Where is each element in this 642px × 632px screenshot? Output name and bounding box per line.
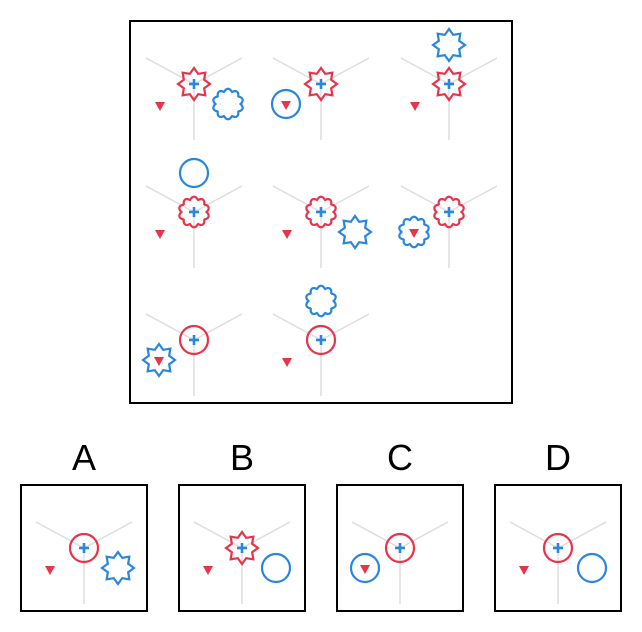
guide-line <box>193 521 243 549</box>
option-b-canvas <box>193 521 292 604</box>
guide-line <box>272 185 322 213</box>
guide-line <box>83 521 133 549</box>
guide-line <box>272 57 322 85</box>
puzzle-grid-canvas <box>141 27 498 396</box>
red-triangle-icon <box>154 357 164 366</box>
option-b[interactable] <box>178 484 306 612</box>
blue-star8-shape <box>100 550 136 586</box>
blue-star8-shape <box>141 342 177 378</box>
puzzle-cell-4 <box>145 157 243 268</box>
guide-line <box>320 57 370 85</box>
guide-line <box>193 185 243 213</box>
blue-circle-shape <box>270 88 302 120</box>
red-flower-shape <box>305 195 337 229</box>
red-triangle-icon <box>155 102 165 111</box>
guide-line <box>448 185 498 213</box>
puzzle-cell-5 <box>272 185 373 268</box>
red-flower-shape <box>433 195 465 229</box>
option-d-figure <box>509 521 608 604</box>
guide-line <box>351 521 401 549</box>
option-c[interactable] <box>336 484 464 612</box>
red-triangle-icon <box>282 230 292 239</box>
puzzle-cell-7 <box>141 313 243 396</box>
blue-flower-shape <box>212 87 244 121</box>
guide-line <box>272 313 322 341</box>
guide-line <box>320 185 370 213</box>
blue-circle-shape <box>349 552 381 584</box>
red-circle-shape <box>384 532 416 564</box>
red-circle-shape <box>68 532 100 564</box>
blue-star8-shape <box>431 27 467 63</box>
red-circle-shape <box>178 324 210 356</box>
option-b-figure <box>193 521 292 604</box>
option-b-label: B <box>229 437 254 478</box>
puzzle-cell-2 <box>270 57 370 140</box>
blue-star8-shape <box>337 214 373 250</box>
guide-line <box>400 185 450 213</box>
puzzle-grid <box>129 20 513 404</box>
option-a-figure <box>35 521 136 604</box>
blue-circle-shape <box>178 157 210 189</box>
red-triangle-icon <box>519 566 529 575</box>
guide-line <box>241 521 291 549</box>
guide-line <box>145 57 195 85</box>
option-c-canvas <box>349 521 449 604</box>
guide-line <box>448 57 498 85</box>
guide-line <box>399 521 449 549</box>
red-triangle-icon <box>155 230 165 239</box>
option-a-label: A <box>71 437 96 478</box>
blue-flower-shape <box>398 215 430 249</box>
option-a[interactable] <box>20 484 148 612</box>
red-triangle-icon <box>409 229 419 238</box>
guide-line <box>193 313 243 341</box>
guide-line <box>145 185 195 213</box>
red-star8-shape <box>303 66 339 102</box>
guide-line <box>400 57 450 85</box>
red-star8-shape <box>431 66 467 102</box>
guide-line <box>557 521 607 549</box>
guide-line <box>320 313 370 341</box>
red-triangle-icon <box>282 358 292 367</box>
option-c-label: C <box>387 437 413 478</box>
option-d-label: D <box>545 437 571 478</box>
red-circle-shape <box>305 324 337 356</box>
puzzle-cell-6 <box>398 185 498 268</box>
blue-circle-shape <box>576 552 608 584</box>
blue-circle-shape <box>260 552 292 584</box>
guide-line <box>193 57 243 85</box>
red-star8-shape <box>224 530 260 566</box>
blue-flower-shape <box>305 284 337 318</box>
red-circle-shape <box>542 532 574 564</box>
red-flower-shape <box>178 195 210 229</box>
red-star8-shape <box>176 66 212 102</box>
guide-line <box>145 313 195 341</box>
guide-line <box>509 521 559 549</box>
puzzle-cell-8 <box>272 284 370 396</box>
puzzle-cell-3 <box>400 27 498 140</box>
option-d[interactable] <box>494 484 622 612</box>
option-d-canvas <box>509 521 608 604</box>
red-triangle-icon <box>45 566 55 575</box>
puzzle-cell-1 <box>145 57 244 140</box>
option-a-canvas <box>35 521 136 604</box>
guide-line <box>35 521 85 549</box>
red-triangle-icon <box>410 102 420 111</box>
red-triangle-icon <box>203 566 213 575</box>
red-triangle-icon <box>281 101 291 110</box>
option-c-figure <box>349 521 449 604</box>
red-triangle-icon <box>360 565 370 574</box>
